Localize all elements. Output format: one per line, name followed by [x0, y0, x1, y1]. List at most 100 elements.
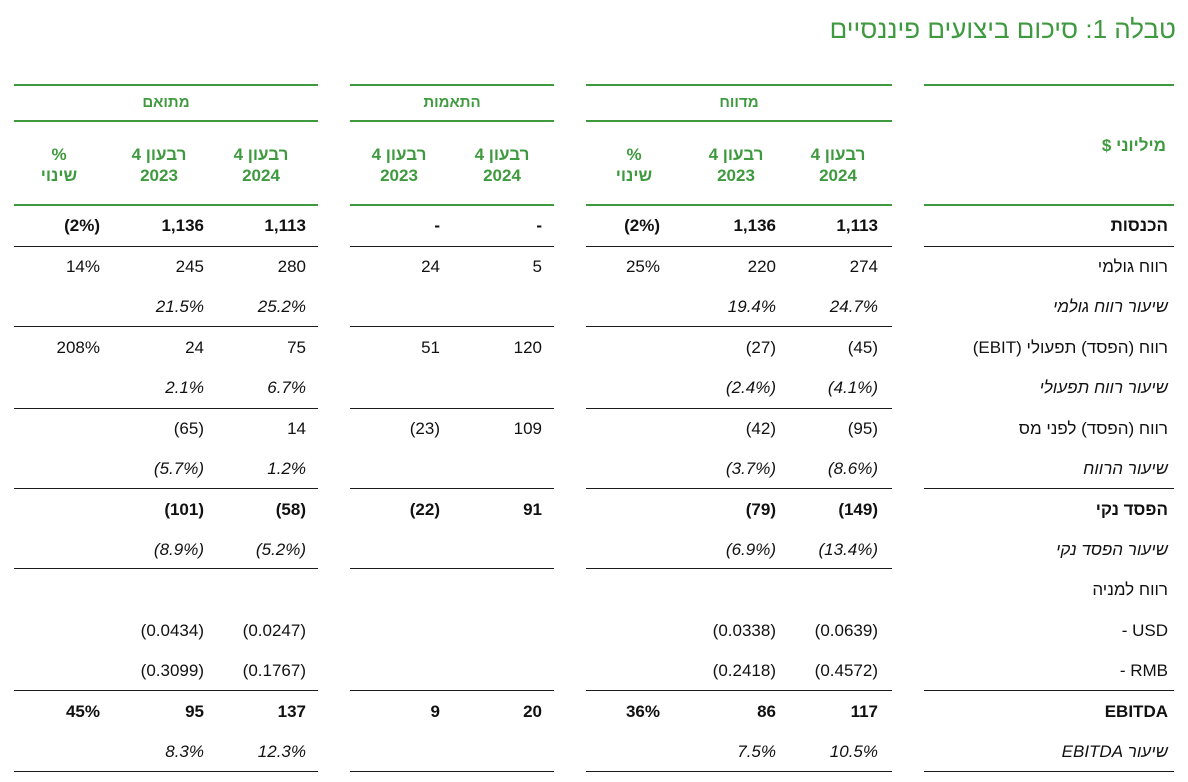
subheader-rule-reported: [586, 120, 892, 122]
table-cell-rep23: 86: [757, 702, 776, 721]
row-separator: [586, 690, 892, 691]
table-cell-rep23: 7.5%: [737, 742, 776, 761]
row-separator: [586, 408, 892, 409]
table-cell-m24: (0.0247): [242, 621, 306, 640]
table-cell-m23: (65): [173, 419, 204, 438]
subheader-rule-adjusted: [14, 120, 318, 122]
table-cell-m23: 21.5%: [155, 297, 204, 316]
table-cell-repchg: 36%: [625, 702, 660, 721]
row-label: EBITDA: [1104, 702, 1168, 721]
row-separator: [14, 246, 318, 247]
table-cell-m23: 95: [185, 702, 204, 721]
row-separator: [586, 568, 892, 569]
col-header-reported-change: % שינוי: [615, 145, 653, 185]
table-cell-rep24: (4.1%): [827, 378, 878, 397]
table-cell-rep23: (2.4%): [725, 378, 776, 397]
row-separator: [350, 690, 554, 691]
row-separator: [14, 488, 318, 489]
row-separator: [924, 488, 1174, 489]
group-header-adjustments: התאמות: [423, 94, 481, 111]
col-header-adjusted-change: % שינוי: [40, 145, 78, 185]
row-separator: [350, 246, 554, 247]
table-cell-m23: (8.9%): [153, 540, 204, 559]
table-cell-rep23: (27): [745, 338, 776, 357]
table-cell-mchg: 45%: [65, 702, 100, 721]
table-cell-rep24: (13.4%): [818, 540, 878, 559]
table-cell-rep23: 19.4%: [727, 297, 776, 316]
table-cell-m24: 1.2%: [267, 459, 306, 478]
row-label: הפסד נקי: [1095, 500, 1168, 519]
table-cell-m23: (5.7%): [153, 459, 204, 478]
group-header-reported: מדווח: [719, 94, 759, 111]
row-separator: [14, 326, 318, 327]
row-separator: [586, 488, 892, 489]
table-cell-adj23: (22): [409, 500, 440, 519]
table-cell-rep24: (149): [838, 500, 878, 519]
row-separator: [924, 771, 1174, 772]
table-cell-m23: (0.0434): [140, 621, 204, 640]
table-cell-m24: 75: [287, 338, 306, 357]
table-cell-rep24: (45): [847, 338, 878, 357]
table-cell-m24: 25.2%: [257, 297, 306, 316]
row-label: רווח (הפסד) לפני מס: [1018, 419, 1168, 438]
table-cell-adj23: (23): [409, 419, 440, 438]
table-cell-adj24: 109: [513, 419, 542, 438]
table-cell-adj24: 91: [523, 500, 542, 519]
table-cell-rep23: (79): [745, 500, 776, 519]
row-separator: [586, 771, 892, 772]
table-cell-m23: 24: [185, 338, 204, 357]
table-cell-adj24: -: [536, 216, 542, 235]
row-label: רווח (הפסד) תפעולי (EBIT): [972, 338, 1168, 357]
table-cell-rep24: (95): [847, 419, 878, 438]
row-separator: [350, 408, 554, 409]
col-header-adjusted-q4-2023: רבעון 4 2023: [131, 145, 187, 185]
table-cell-m23: 1,136: [161, 216, 204, 235]
row-separator: [350, 771, 554, 772]
row-label: RMB -: [1119, 661, 1168, 680]
table-cell-m23: 245: [175, 257, 204, 276]
row-separator: [14, 690, 318, 691]
col-header-adjusted-q4-2024: רבעון 4 2024: [233, 145, 289, 185]
row-separator: [350, 568, 554, 569]
table-cell-m24: 1,113: [264, 216, 306, 235]
header-rule-label: [924, 84, 1174, 86]
row-label: שיעור רווח גולמי: [1052, 297, 1168, 316]
row-label: שיעור הרווח: [1083, 459, 1168, 478]
row-label: שיעור EBITDA: [1061, 742, 1168, 761]
table-cell-m23: (101): [164, 500, 204, 519]
row-separator: [350, 488, 554, 489]
header-rule-adjusted: [14, 84, 318, 86]
row-label: שיעור הפסד נקי: [1055, 540, 1168, 559]
header-rule-reported: [586, 84, 892, 86]
row-separator: [924, 246, 1174, 247]
table-title: טבלה 1: סיכום ביצועים פיננסיים: [829, 14, 1176, 44]
table-cell-rep24: 117: [850, 702, 878, 721]
table-cell-m23: 2.1%: [165, 378, 204, 397]
table-cell-m24: 14: [287, 419, 306, 438]
header-bottom-rule-reported: [586, 204, 892, 206]
table-cell-m24: 280: [277, 257, 306, 276]
subheader-rule-adjustments: [350, 120, 554, 122]
table-cell-rep23: 220: [747, 257, 776, 276]
row-label: רווח למניה: [1092, 580, 1168, 599]
row-separator: [14, 568, 318, 569]
row-separator: [14, 408, 318, 409]
row-separator: [350, 326, 554, 327]
row-separator: [586, 326, 892, 327]
table-cell-rep23: (3.7%): [725, 459, 776, 478]
row-separator: [924, 690, 1174, 691]
table-cell-adj23: 51: [421, 338, 440, 357]
header-bottom-rule-adjustments: [350, 204, 554, 206]
table-cell-rep23: (42): [745, 419, 776, 438]
table-cell-m24: (0.1767): [242, 661, 306, 680]
table-cell-repchg: (2%): [624, 216, 660, 235]
table-cell-rep23: 1,136: [733, 216, 776, 235]
table-cell-rep24: (0.0639): [814, 621, 878, 640]
row-separator: [14, 771, 318, 772]
table-cell-mchg: 14%: [65, 257, 100, 276]
table-cell-rep23: (0.0338): [712, 621, 776, 640]
table-cell-m23: (0.3099): [140, 661, 204, 680]
table-cell-m24: 6.7%: [267, 378, 306, 397]
group-header-adjusted: מתואם: [142, 94, 190, 111]
col-header-adjustments-q4-2023: רבעון 4 2023: [371, 145, 427, 185]
